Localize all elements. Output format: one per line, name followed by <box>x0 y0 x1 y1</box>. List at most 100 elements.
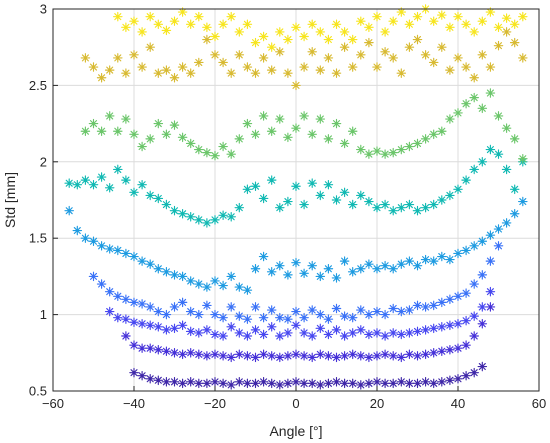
data-point <box>372 351 382 361</box>
data-point <box>364 309 374 320</box>
data-point <box>428 16 439 26</box>
data-point <box>477 157 488 167</box>
data-point <box>88 271 99 282</box>
data-point <box>185 212 196 222</box>
data-point <box>356 263 366 274</box>
data-point <box>145 42 155 52</box>
data-point <box>266 351 277 361</box>
data-point <box>250 378 261 389</box>
data-point <box>364 149 374 159</box>
data-point <box>356 16 366 26</box>
data-point <box>437 297 447 308</box>
data-point <box>428 300 439 311</box>
data-point <box>380 331 390 341</box>
data-point <box>104 244 115 254</box>
data-point <box>113 11 123 22</box>
data-point <box>315 380 326 390</box>
data-point <box>331 273 342 283</box>
data-point <box>396 352 407 363</box>
data-point <box>388 328 398 338</box>
data-point <box>226 380 236 390</box>
data-point <box>445 375 455 386</box>
y-tick-label: 2 <box>40 154 47 169</box>
data-point <box>185 348 196 358</box>
data-point <box>234 134 245 144</box>
data-point <box>372 263 382 274</box>
data-point <box>331 19 342 30</box>
data-point <box>364 37 374 48</box>
data-point <box>266 267 277 277</box>
data-point <box>485 302 496 312</box>
data-point <box>453 11 463 22</box>
data-point <box>145 374 155 384</box>
data-point <box>113 53 123 63</box>
data-point <box>161 346 172 357</box>
data-point <box>404 42 415 52</box>
data-point <box>169 348 180 358</box>
data-point <box>202 34 212 45</box>
data-point <box>194 144 204 155</box>
data-point <box>347 312 358 323</box>
data-point <box>501 218 512 228</box>
data-point <box>185 377 196 387</box>
data-point <box>347 267 358 277</box>
data-point <box>437 42 447 52</box>
data-point <box>291 306 301 317</box>
data-point <box>226 352 236 363</box>
data-point <box>509 19 520 30</box>
data-point <box>396 306 407 317</box>
data-point <box>88 236 99 247</box>
data-point <box>315 190 326 201</box>
data-point <box>412 326 423 337</box>
data-point <box>275 380 285 390</box>
data-point <box>323 134 334 144</box>
data-point <box>202 300 212 311</box>
data-point <box>509 37 520 48</box>
data-point <box>445 254 455 265</box>
data-point <box>153 344 164 355</box>
data-point <box>428 129 439 140</box>
data-point <box>210 150 220 161</box>
data-point <box>356 50 366 60</box>
data-point <box>275 202 285 213</box>
data-point <box>283 314 293 324</box>
data-point <box>420 325 431 335</box>
data-point <box>113 312 123 323</box>
data-point <box>291 349 301 360</box>
data-point <box>469 331 479 341</box>
data-point <box>137 318 147 329</box>
data-point <box>339 378 350 389</box>
data-point <box>299 62 309 72</box>
data-point <box>153 193 164 204</box>
data-point <box>437 126 447 137</box>
data-point <box>412 205 423 216</box>
data-point <box>153 68 164 78</box>
data-point <box>226 271 236 282</box>
data-point <box>291 257 301 268</box>
data-point <box>404 256 415 266</box>
data-point <box>428 323 439 334</box>
data-point <box>80 233 91 243</box>
data-point <box>331 303 342 314</box>
data-point <box>445 294 455 305</box>
data-point <box>493 224 504 234</box>
data-point <box>347 378 358 389</box>
data-point <box>210 309 220 320</box>
data-point <box>307 47 317 57</box>
data-point <box>518 196 528 207</box>
data-point <box>501 164 512 175</box>
data-point <box>275 352 285 363</box>
data-point <box>161 65 172 75</box>
data-point <box>202 22 212 33</box>
data-point <box>283 270 293 280</box>
data-point <box>323 378 334 389</box>
data-point <box>428 348 439 358</box>
data-point <box>339 187 350 198</box>
data-point <box>404 141 415 152</box>
data-point <box>380 149 390 159</box>
data-point <box>234 50 245 60</box>
data-point <box>137 370 147 381</box>
data-point <box>323 351 334 361</box>
data-point <box>113 245 123 256</box>
data-point <box>404 378 415 389</box>
